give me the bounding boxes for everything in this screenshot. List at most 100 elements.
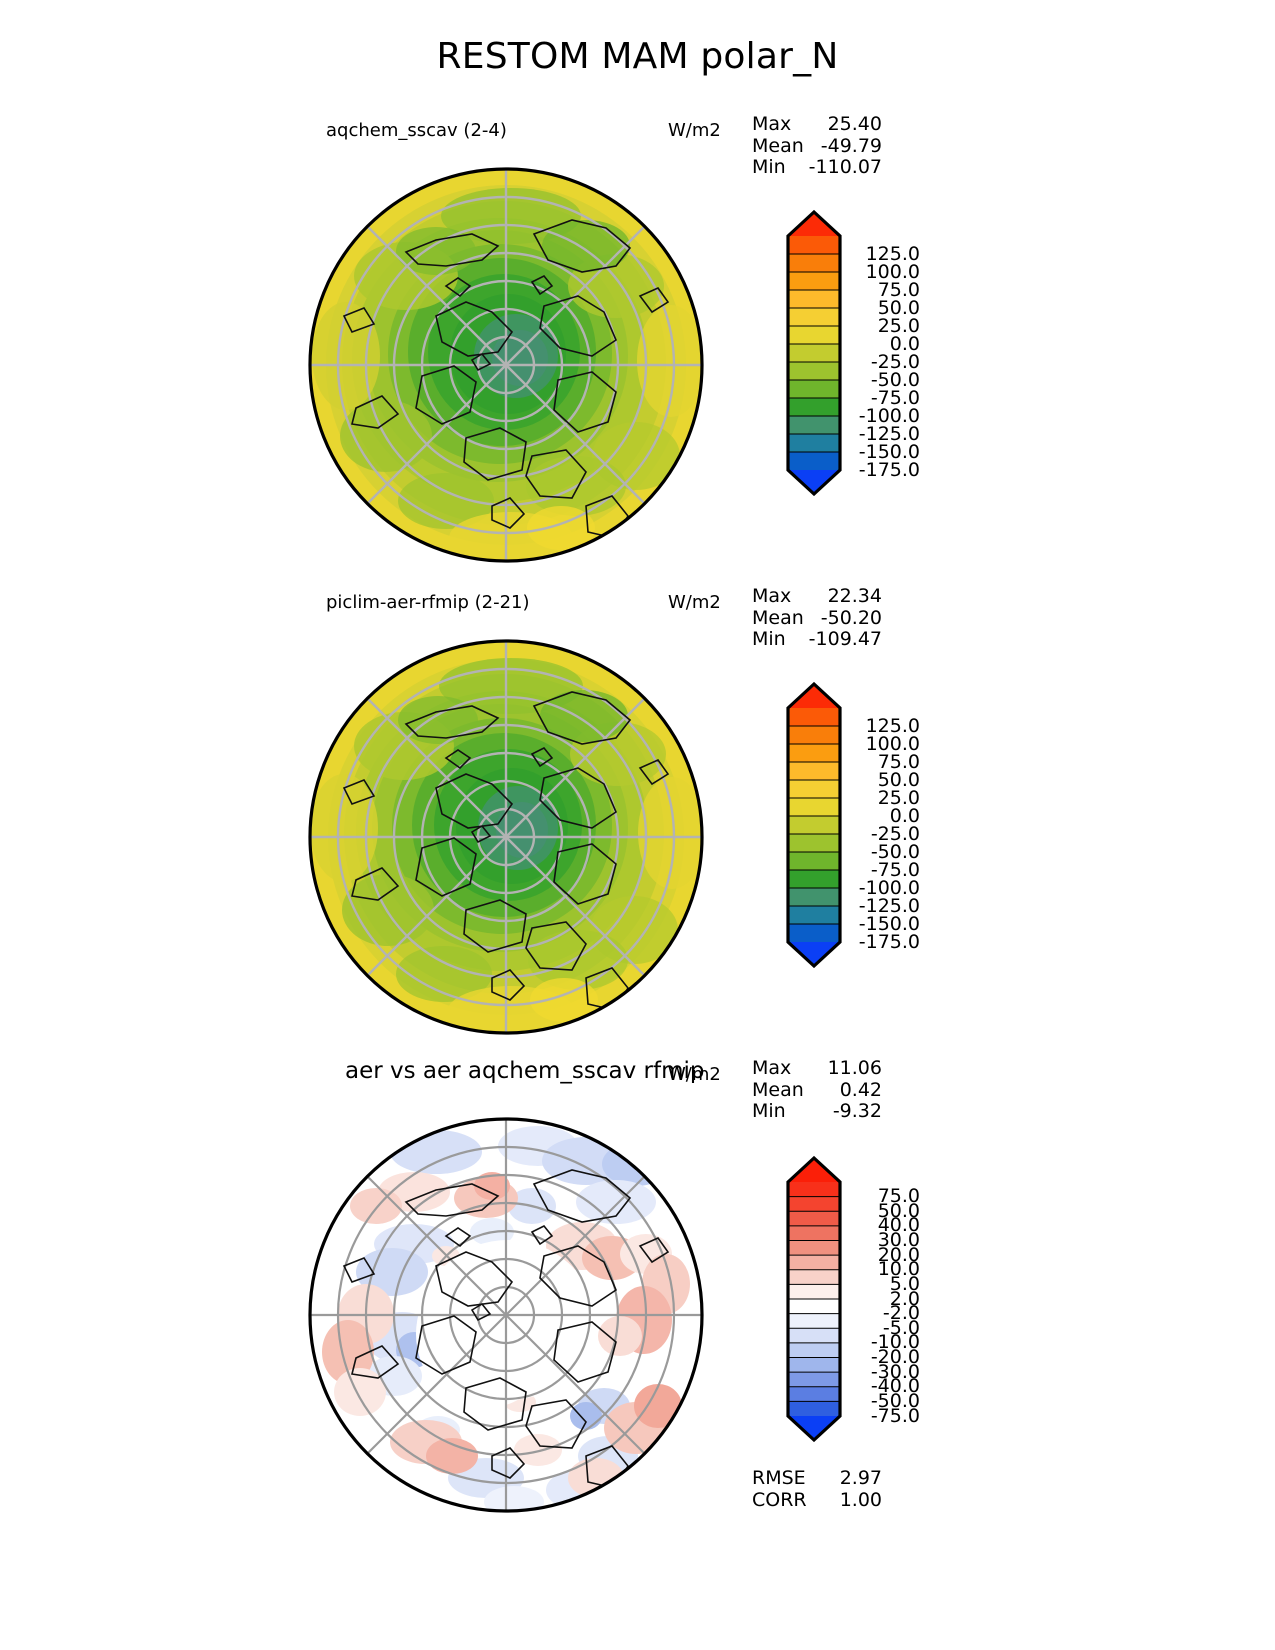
colorbar-tick-label: -100.0: [858, 876, 920, 899]
polar-map-svg: [308, 639, 704, 1035]
panel-units-test: W/m2: [668, 120, 721, 141]
map-boundary: [308, 1117, 704, 1513]
colorbar-tick-label: -50.0: [870, 368, 920, 391]
colorbar-tick-label: 100.0: [865, 260, 920, 283]
colorbar-tick-label: -175.0: [858, 930, 920, 953]
colorbar-tick-label: -20.0: [870, 1346, 920, 1368]
colorbar-tick-label: -25.0: [870, 350, 920, 373]
stats-key: Mean: [752, 134, 804, 157]
graticule: [310, 1119, 702, 1511]
stats-value: -49.79: [820, 134, 882, 157]
colorbar-control: 125.0 100.0 75.0 50.0 25.0 0.0 -25.0 -50.0 -75.0…: [784, 680, 920, 974]
stats-row: Min -9.32: [752, 1100, 882, 1123]
graticule: [310, 641, 702, 1033]
stats-value: -9.32: [832, 1100, 882, 1122]
colorbar-tick-label: 20.0: [877, 1243, 920, 1266]
stats-key: RMSE: [752, 1467, 806, 1489]
colorbar-tick-label: 2.0: [889, 1287, 920, 1310]
stats-key: Max: [752, 1057, 792, 1079]
colorbar-tick-label: -100.0: [858, 404, 920, 427]
stats-block-test: Max 25.40 Mean -49.79 Min -110.07: [752, 113, 882, 179]
coastlines: [342, 691, 670, 1011]
colorbar-tick-label: 40.0: [877, 1214, 920, 1237]
colorbar-tick-label: 30.0: [877, 1229, 920, 1251]
colorbar-difference: 75.0 50.0 40.0 30.0 20.0 10.0 5.0 2.0 -2.0 -5.0 -1…: [784, 1154, 920, 1448]
colorbar-tick-label: 75.0: [877, 1185, 920, 1208]
stats-value: 25.40: [827, 113, 882, 135]
stats-value: 11.06: [827, 1057, 882, 1079]
polar-map-difference: [286, 1106, 726, 1524]
stats-row: Min -110.07: [752, 156, 882, 179]
panel-label-difference: aer vs aer aqchem_sscav rfmip: [345, 1058, 705, 1084]
polar-map-control: [286, 628, 726, 1046]
stats-key: CORR: [752, 1488, 807, 1511]
colorbar-tick-label: 0.0: [889, 332, 920, 355]
map-boundary: [308, 639, 704, 1035]
footer-stats-block: RMSE 2.97 CORR 1.00: [752, 1467, 882, 1512]
page-title: RESTOM MAM polar_N: [436, 36, 839, 77]
stats-key: Max: [752, 113, 792, 135]
colorbar-tick-label: 125.0: [865, 714, 920, 737]
stats-row: CORR 1.00: [752, 1488, 882, 1512]
colorbar-tick-label: -50.0: [870, 1389, 920, 1412]
panel-control: piclim-aer-rfmip (2-21) W/m2 Max 22.34 Me…: [0, 585, 1275, 1052]
stats-key: Mean: [752, 606, 804, 629]
colorbar-tick-label: -150.0: [858, 912, 920, 935]
colorbar-tick-label: -125.0: [858, 894, 920, 917]
stats-value: 2.97: [839, 1467, 882, 1489]
colorbar-tick-label: 50.0: [877, 768, 920, 791]
colorbar-tick-label: -75.0: [870, 858, 920, 881]
polar-map-svg: [308, 1117, 704, 1513]
colorbar-tick-label: -75.0: [870, 1404, 920, 1427]
stats-row: Min -109.47: [752, 628, 882, 651]
panel-units-difference: W/m2: [668, 1064, 721, 1085]
colorbar-tick-label: -30.0: [870, 1360, 920, 1383]
colorbar-tick-label: -150.0: [858, 440, 920, 463]
polar-map-svg: [308, 167, 704, 563]
colorbar-tick-label: -50.0: [870, 840, 920, 863]
colorbar-svg: [786, 681, 842, 969]
stats-row: Mean -49.79: [752, 134, 882, 158]
colorbar-tick-label: -175.0: [858, 458, 920, 481]
stats-key: Mean: [752, 1078, 804, 1101]
stats-value: -109.47: [808, 628, 882, 650]
stats-block-control: Max 22.34 Mean -50.20 Min -109.47: [752, 585, 882, 651]
graticule: [310, 169, 702, 561]
colorbar-tick-label: -5.0: [882, 1316, 920, 1339]
stats-key: Min: [752, 1100, 786, 1122]
colorbar-tick-label: 25.0: [877, 786, 920, 809]
stats-row: Mean -50.20: [752, 606, 882, 630]
colorbar-tick-label: 0.0: [889, 804, 920, 827]
colorbar-tick-label: 75.0: [877, 750, 920, 773]
stats-value: -50.20: [820, 606, 882, 629]
colorbar-tick-label: -25.0: [870, 822, 920, 845]
colorbar-tick-label: 125.0: [865, 242, 920, 265]
stats-row: Max 11.06: [752, 1057, 882, 1080]
colorbar-tick-label: -2.0: [882, 1302, 920, 1325]
colorbar-test: 125.0 100.0 75.0 50.0 25.0 0.0 -25.0 -50.0 -75.0…: [784, 208, 920, 502]
coastlines: [342, 219, 670, 539]
panel-label-control: piclim-aer-rfmip (2-21): [326, 592, 530, 613]
stats-value: 1.00: [839, 1488, 882, 1511]
stats-row: Max 22.34: [752, 585, 882, 608]
stats-row: Max 25.40: [752, 113, 882, 136]
colorbar-svg: [786, 209, 842, 497]
colorbar-tick-label: 100.0: [865, 732, 920, 755]
colorbar-tick-label: -40.0: [870, 1375, 920, 1398]
colorbar-tick-label: 50.0: [877, 1199, 920, 1222]
stats-row: RMSE 2.97: [752, 1467, 882, 1490]
polar-map-test: [286, 156, 726, 574]
colorbar-tick-label: 25.0: [877, 314, 920, 337]
stats-value: 0.42: [839, 1078, 882, 1101]
panel-units-control: W/m2: [668, 592, 721, 613]
stats-value: -110.07: [808, 156, 882, 178]
stats-row: Mean 0.42: [752, 1078, 882, 1102]
colorbar-tick-label: 5.0: [889, 1272, 920, 1295]
stats-key: Min: [752, 156, 786, 178]
panel-label-test: aqchem_sscav (2-4): [326, 120, 507, 141]
coastlines: [342, 1169, 670, 1489]
colorbar-tick-label: -10.0: [870, 1331, 920, 1354]
colorbar-tick-label: 10.0: [877, 1258, 920, 1281]
stats-key: Min: [752, 628, 786, 650]
